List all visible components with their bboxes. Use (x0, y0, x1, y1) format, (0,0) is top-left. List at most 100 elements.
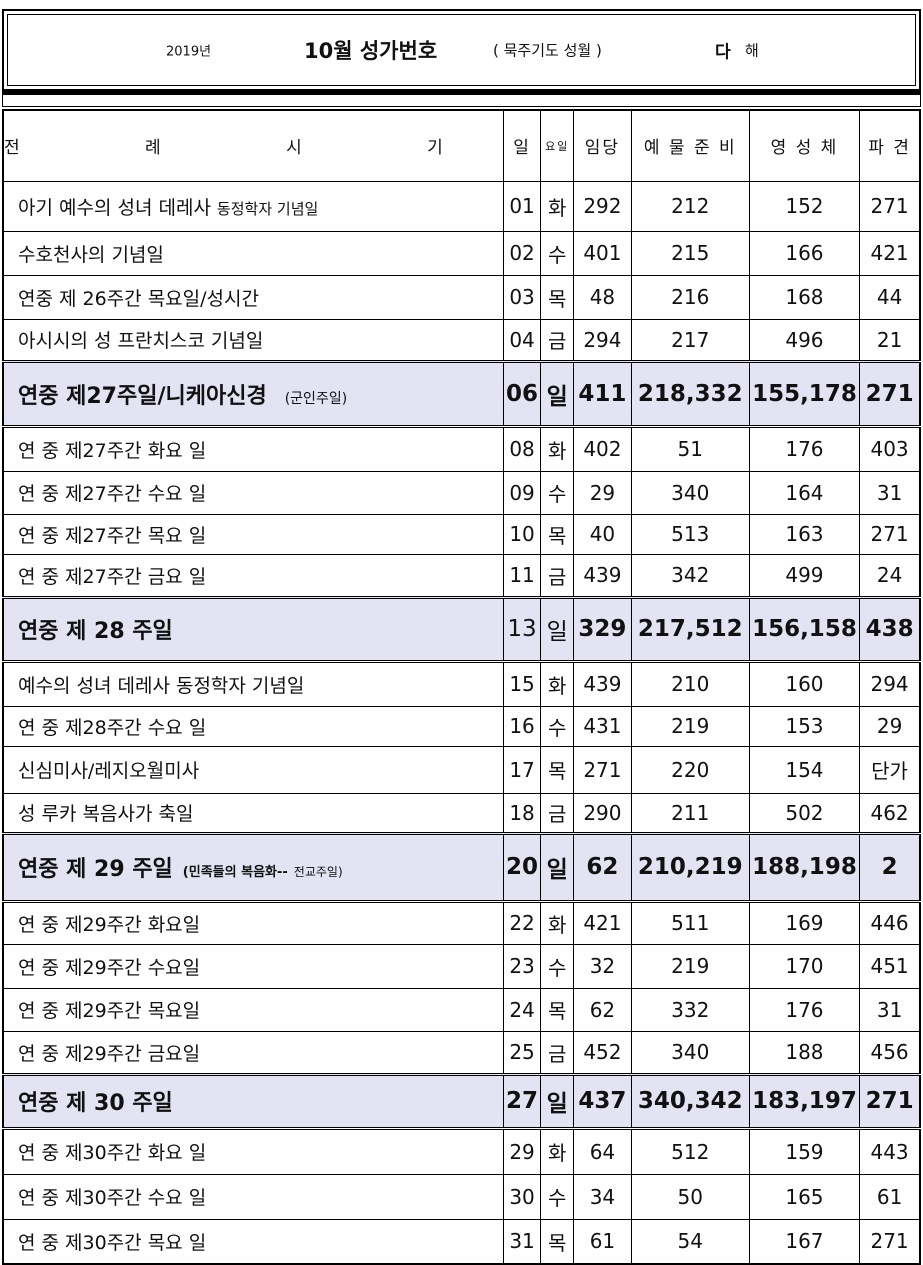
liturgical-day: 연 중 제27주간 화요 일 (2, 425, 504, 472)
liturgical-day: 연 중 제30주간 목요 일 (2, 1218, 504, 1265)
offertory-cell: 511 (630, 900, 750, 945)
entrance-cell: 61 (573, 1218, 632, 1265)
dismissal-cell: 29 (859, 705, 921, 747)
communion-cell: 188 (748, 1030, 861, 1075)
entrance-cell: 294 (573, 318, 632, 362)
entrance-cell: 290 (573, 792, 632, 834)
col-communion: 영 성 체 (748, 109, 861, 182)
liturgical-day: 연중 제27주일/니케아신경 (군인주일) (2, 359, 504, 428)
dismissal-cell: 271 (859, 513, 921, 555)
dismissal-cell: 24 (859, 553, 921, 598)
offertory-cell: 219 (630, 943, 750, 989)
table-row: 신심미사/레지오월미사 17 목 271 220 154 단가 (2, 745, 921, 794)
weekday-cell: 화 (540, 900, 575, 945)
communion-cell: 160 (748, 660, 861, 707)
liturgical-day: 연 중 제27주간 목요 일 (2, 513, 504, 555)
communion-cell: 167 (748, 1218, 861, 1265)
liturgical-day: 연 중 제28주간 수요 일 (2, 705, 504, 747)
liturgical-day: 신심미사/레지오월미사 (2, 745, 504, 794)
liturgical-day: 연 중 제29주간 화요일 (2, 900, 504, 945)
liturgical-day-name: 연 중 제27주간 목요 일 (18, 524, 207, 547)
liturgical-day: 연중 제 26주간 목요일/성시간 (2, 274, 504, 320)
liturgical-day-name: 성 루카 복음사가 축일 (18, 803, 194, 825)
weekday-cell: 일 (540, 831, 575, 903)
dismissal-cell: 단가 (859, 745, 921, 794)
entrance-cell: 437 (573, 1072, 632, 1130)
table-row: 연 중 제30주간 화요 일 29 화 64 512 159 443 (2, 1127, 921, 1175)
liturgical-day-name: 아기 예수의 성녀 데레사 (18, 196, 211, 219)
day-cell: 17 (502, 745, 542, 794)
liturgical-day-name: 연 중 제28주간 수요 일 (18, 716, 207, 739)
liturgical-day-name: 연 중 제27주간 수요 일 (18, 483, 207, 505)
weekday-cell: 금 (540, 318, 575, 362)
day-cell: 10 (502, 513, 542, 555)
dismissal-cell: 403 (859, 425, 921, 472)
day-cell: 18 (502, 792, 542, 834)
liturgical-day-name: 연 중 제29주간 화요일 (18, 913, 201, 936)
communion-cell: 188,198 (748, 831, 861, 903)
liturgical-day: 연 중 제30주간 수요 일 (2, 1173, 504, 1220)
communion-cell: 169 (748, 900, 861, 945)
col-weekday: 요일 (540, 109, 575, 182)
offertory-cell: 340 (630, 470, 750, 515)
hymn-table: 전 례 시 기 일 요일 임당 예 물 준 비 영 성 체 파 견 아기 예수의… (2, 109, 921, 1265)
weekday-cell: 일 (540, 595, 575, 663)
liturgical-day: 연 중 제30주간 화요 일 (2, 1127, 504, 1175)
weekday-cell: 화 (540, 180, 575, 232)
liturgical-day-name: 연 중 제30주간 화요 일 (18, 1142, 207, 1164)
day-cell: 24 (502, 987, 542, 1032)
dismissal-cell: 31 (859, 470, 921, 515)
liturgical-day-name: 연 중 제27주간 금요 일 (18, 565, 207, 588)
entrance-cell: 439 (573, 660, 632, 707)
table-row: 연 중 제30주간 목요 일 31 목 61 54 167 271 (2, 1218, 921, 1265)
year: 2019년 (166, 44, 212, 60)
offertory-cell: 54 (630, 1218, 750, 1265)
communion-cell: 163 (748, 513, 861, 555)
communion-cell: 153 (748, 705, 861, 747)
table-row: 예수의 성녀 데레사 동정학자 기념일 15 화 439 210 160 294 (2, 660, 921, 707)
offertory-cell: 50 (630, 1173, 750, 1220)
offertory-cell: 210 (630, 660, 750, 707)
liturgical-day: 연중 제 28 주일 (2, 595, 504, 663)
col-offertory: 예 물 준 비 (630, 109, 750, 182)
liturgical-day-name: 연중 제 28 주일 (18, 619, 173, 644)
sunday-row: 연중 제 30 주일 27 일 437 340,342 183,197 271 (2, 1072, 921, 1130)
offertory-cell: 512 (630, 1127, 750, 1175)
liturgical-day-name: 수호천사의 기념일 (18, 243, 164, 266)
dismissal-cell: 31 (859, 987, 921, 1032)
subtitle: ( 묵주기도 성월 ) (493, 41, 602, 60)
weekday-cell: 금 (540, 792, 575, 834)
offertory-cell: 212 (630, 180, 750, 232)
communion-cell: 502 (748, 792, 861, 834)
liturgical-day: 연 중 제27주간 수요 일 (2, 470, 504, 515)
blank-row (2, 95, 921, 107)
liturgical-day: 수호천사의 기념일 (2, 230, 504, 276)
liturgical-day-name: 연 중 제29주간 목요일 (18, 1000, 201, 1022)
entrance-cell: 62 (573, 987, 632, 1032)
liturgical-day: 성 루카 복음사가 축일 (2, 792, 504, 834)
liturgical-day-name: 연 중 제30주간 수요 일 (18, 1187, 207, 1209)
liturgical-day-name: 연중 제 29 주일 (18, 857, 173, 882)
offertory-cell: 340,342 (630, 1072, 750, 1130)
weekday-cell: 수 (540, 230, 575, 276)
communion-cell: 155,178 (748, 359, 861, 428)
dismissal-cell: 462 (859, 792, 921, 834)
offertory-cell: 215 (630, 230, 750, 276)
day-cell: 06 (502, 359, 542, 428)
entrance-cell: 402 (573, 425, 632, 472)
offertory-cell: 217 (630, 318, 750, 362)
dismissal-cell: 61 (859, 1173, 921, 1220)
communion-cell: 165 (748, 1173, 861, 1220)
entrance-cell: 439 (573, 553, 632, 598)
entrance-cell: 421 (573, 900, 632, 945)
table-row: 연 중 제27주간 수요 일 09 수 29 340 164 31 (2, 470, 921, 515)
table-row: 연 중 제28주간 수요 일 16 수 431 219 153 29 (2, 705, 921, 747)
communion-cell: 164 (748, 470, 861, 515)
weekday-cell: 일 (540, 359, 575, 428)
entrance-cell: 48 (573, 274, 632, 320)
communion-cell: 183,197 (748, 1072, 861, 1130)
dismissal-cell: 271 (859, 1072, 921, 1130)
dismissal-cell: 438 (859, 595, 921, 663)
cycle-letter: 다 (715, 42, 731, 63)
communion-cell: 168 (748, 274, 861, 320)
